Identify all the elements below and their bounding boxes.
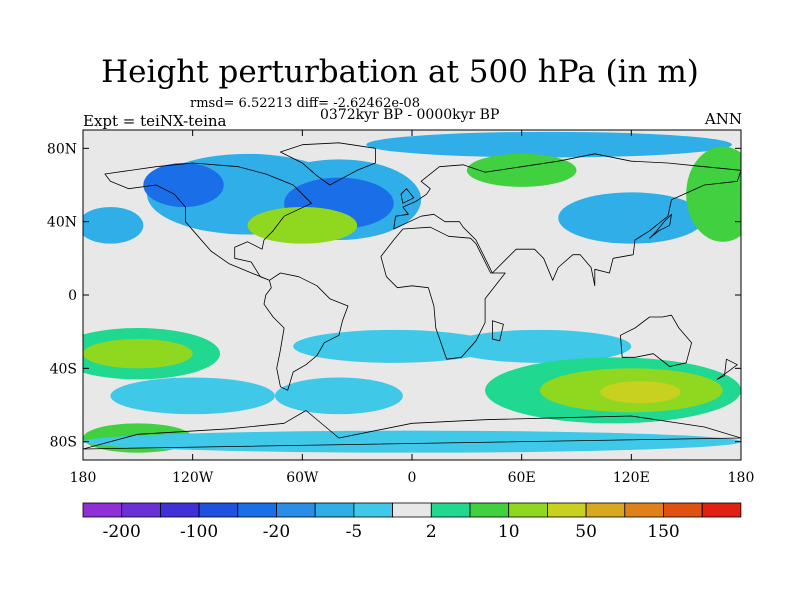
map-ticks: 80N 40N 0 40S 80S 180 120W 60W 0 60E 120E 180	[47, 130, 754, 486]
coastline	[716, 358, 738, 380]
coastline	[83, 410, 741, 450]
colorbar-box	[663, 502, 703, 518]
season-label: ANN	[704, 110, 742, 128]
colorbar-label: -20	[263, 522, 290, 542]
colorbar-box	[624, 502, 664, 518]
anomaly-region	[83, 339, 193, 369]
coastline	[649, 213, 672, 239]
colorbar-box	[508, 502, 548, 518]
anomaly-field	[83, 131, 741, 453]
anomaly-region	[466, 153, 577, 187]
anomaly-region	[558, 192, 705, 244]
lon-tick-label: 120W	[172, 470, 214, 486]
coastline	[620, 314, 692, 367]
colorbar-box	[198, 502, 239, 518]
colorbar-box	[82, 502, 123, 518]
lat-tick-label: 80N	[47, 141, 77, 157]
colorbar-box	[547, 502, 587, 518]
lon-tick-label: 0	[408, 470, 417, 486]
anomaly-region	[600, 381, 681, 404]
colorbar-box	[469, 502, 510, 518]
colorbar-label: -200	[103, 522, 141, 542]
colorbar-box	[237, 502, 277, 518]
colorbar-label: -5	[346, 522, 363, 542]
colorbar-label: -100	[180, 522, 218, 542]
colorbar-box	[353, 502, 393, 518]
colorbar: -200 -100 -20 -5 2 10 50 150	[82, 502, 742, 542]
anomaly-region	[274, 377, 403, 415]
colorbar-box	[585, 502, 626, 518]
lat-tick-label: 40N	[47, 215, 77, 231]
experiment-label: Expt = teiNX-teina	[83, 112, 227, 130]
colorbar-label: 10	[498, 522, 520, 542]
anomaly-region	[293, 329, 495, 363]
anomaly-region	[83, 207, 144, 244]
colorbar-box	[430, 502, 471, 518]
period-line: 0372kyr BP - 0000kyr BP	[320, 107, 500, 123]
colorbar-box	[159, 502, 200, 518]
colorbar-label: 2	[426, 522, 437, 542]
anomaly-region	[83, 430, 741, 453]
anomaly-region	[110, 377, 275, 415]
lon-tick-label: 120E	[613, 470, 650, 486]
colorbar-box	[121, 502, 161, 518]
lat-tick-label: 0	[68, 288, 77, 304]
colorbar-label: 150	[647, 522, 679, 542]
anomaly-region	[686, 146, 741, 242]
colorbar-box	[392, 502, 432, 518]
coastline	[492, 320, 504, 342]
stats-line: rmsd= 6.52213 diff= -2.62462e-08	[190, 96, 420, 111]
anomaly-region	[366, 131, 732, 158]
lon-tick-label: 60E	[508, 470, 536, 486]
anomaly-region	[247, 207, 358, 244]
colorbar-label: 50	[575, 522, 597, 542]
anomaly-region	[448, 329, 632, 363]
lon-tick-label: 180	[70, 470, 97, 486]
anomaly-region	[143, 163, 224, 207]
colorbar-box	[276, 502, 316, 518]
coastline	[393, 153, 741, 287]
lon-tick-label: 60W	[286, 470, 319, 486]
lat-tick-label: 80S	[50, 435, 77, 451]
coastline	[104, 162, 312, 281]
coastline	[380, 226, 506, 360]
colorbar-box	[701, 502, 742, 518]
lon-tick-label: 180	[728, 470, 755, 486]
coastline	[400, 188, 415, 204]
coastline	[263, 272, 349, 391]
coastline	[280, 142, 376, 186]
coastlines	[83, 142, 741, 450]
lat-tick-label: 40S	[50, 361, 77, 377]
plot-title: Height perturbation at 500 hPa (in m)	[101, 54, 699, 90]
colorbar-box	[314, 502, 355, 518]
